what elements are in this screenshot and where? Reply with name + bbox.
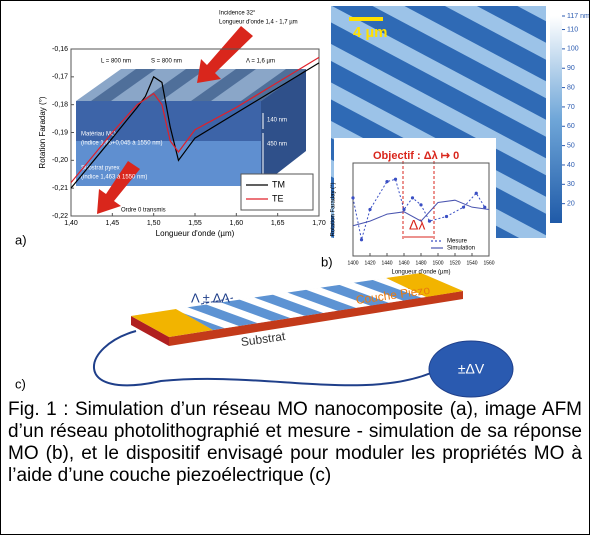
x-tick-label: 1,55 [188,220,202,227]
data-point [475,192,478,195]
x-axis-label: Longueur d'onde (µm) [156,229,235,238]
y-tick-label: -0,19 [52,129,68,136]
data-point [385,180,388,183]
device-sketch [94,273,513,397]
annotation: 450 nm [267,142,287,148]
x-tick-label: 1400 [347,260,358,266]
legend-label: Simulation [447,246,475,252]
legend-label: TM [272,179,285,189]
colorbar-label: 110 [567,26,578,33]
annotation: S = 800 nm [151,59,182,65]
colorbar-label: 60 [567,123,575,130]
colorbar [550,16,562,223]
data-point [402,208,405,211]
data-point [360,238,363,241]
colorbar-label: 90 [567,65,575,72]
x-tick-label: 1440 [381,260,392,266]
annotation: Longueur d'onde 1,4 - 1,7 µm [219,20,298,26]
annotation: (indice 1,463 à 1550 nm) [81,175,147,181]
x-tick-label: 1,45 [106,220,120,227]
y-axis-label: Rotation Faraday (°) [331,182,337,236]
x-tick-label: 1500 [432,260,443,266]
data-point [368,208,371,211]
panel-label: a) [15,232,27,247]
y-tick-label: -0,20 [52,157,68,164]
colorbar-label: 70 [567,104,575,111]
colorbar-label: 30 [567,181,575,188]
diagram-label: Λ ± ΔΛ [191,290,230,305]
legend-label: Mesure [447,239,468,245]
y-tick-label: -0,16 [52,46,68,53]
diagram-label: ±ΔV [458,361,485,377]
y-tick-label: -0,21 [52,185,68,192]
x-tick-label: 1540 [466,260,477,266]
figure: 4 µm Incidence 32° Longueur d'onde 1,4 -… [0,0,590,535]
x-tick-label: 1,70 [312,220,326,227]
data-point [462,206,465,209]
annotation: Λ = 1,6 µm [246,59,275,65]
data-point [351,196,354,199]
annotation: 140 nm [267,118,287,124]
colorbar-label: 100 [567,46,579,53]
annotation: Ordre 0 transmis [121,208,166,214]
x-axis-label: Longueur d'onde (µm) [392,270,451,276]
x-tick-label: 1460 [398,260,409,266]
colorbar-label: 50 [567,142,575,149]
y-axis-label: Rotation Faraday (°) [38,96,47,168]
data-point [428,220,431,223]
y-tick-label: -0,17 [52,74,68,81]
data-point [411,196,414,199]
data-point [445,215,448,218]
colorbar-label: 20 [567,200,575,207]
x-tick-label: 1520 [449,260,460,266]
panel-label: b) [321,254,333,269]
data-point [419,203,422,206]
figure-art: 4 µm Incidence 32° Longueur d'onde 1,4 -… [1,1,589,399]
scale-bar-label: 4 µm [353,24,388,41]
annotation: Objectif : Δλ ↦ 0 [373,150,459,162]
annotation: (indice 1,65+0,045 à 1550 nm) [81,141,163,147]
colorbar-label: 117 nm [567,13,589,20]
legend-label: TE [272,193,284,203]
colorbar-label: 80 [567,84,575,91]
y-tick-label: -0,18 [52,102,68,109]
annotation: L = 800 nm [101,59,131,65]
x-tick-label: 1,40 [64,220,78,227]
x-tick-label: 1,65 [271,220,285,227]
y-tick-label: -0,22 [52,213,68,220]
caption: Fig. 1 : Simulation d’un réseau MO nanoc… [8,399,582,534]
x-tick-label: 1420 [364,260,375,266]
colorbar-label: 40 [567,162,575,169]
x-tick-label: 1560 [483,260,494,266]
panel-label: c) [15,376,26,391]
x-tick-label: 1480 [415,260,426,266]
x-tick-label: 1,50 [147,220,161,227]
x-tick-label: 1,60 [230,220,244,227]
data-point [394,178,397,181]
annotation: Incidence 32° [219,11,256,17]
